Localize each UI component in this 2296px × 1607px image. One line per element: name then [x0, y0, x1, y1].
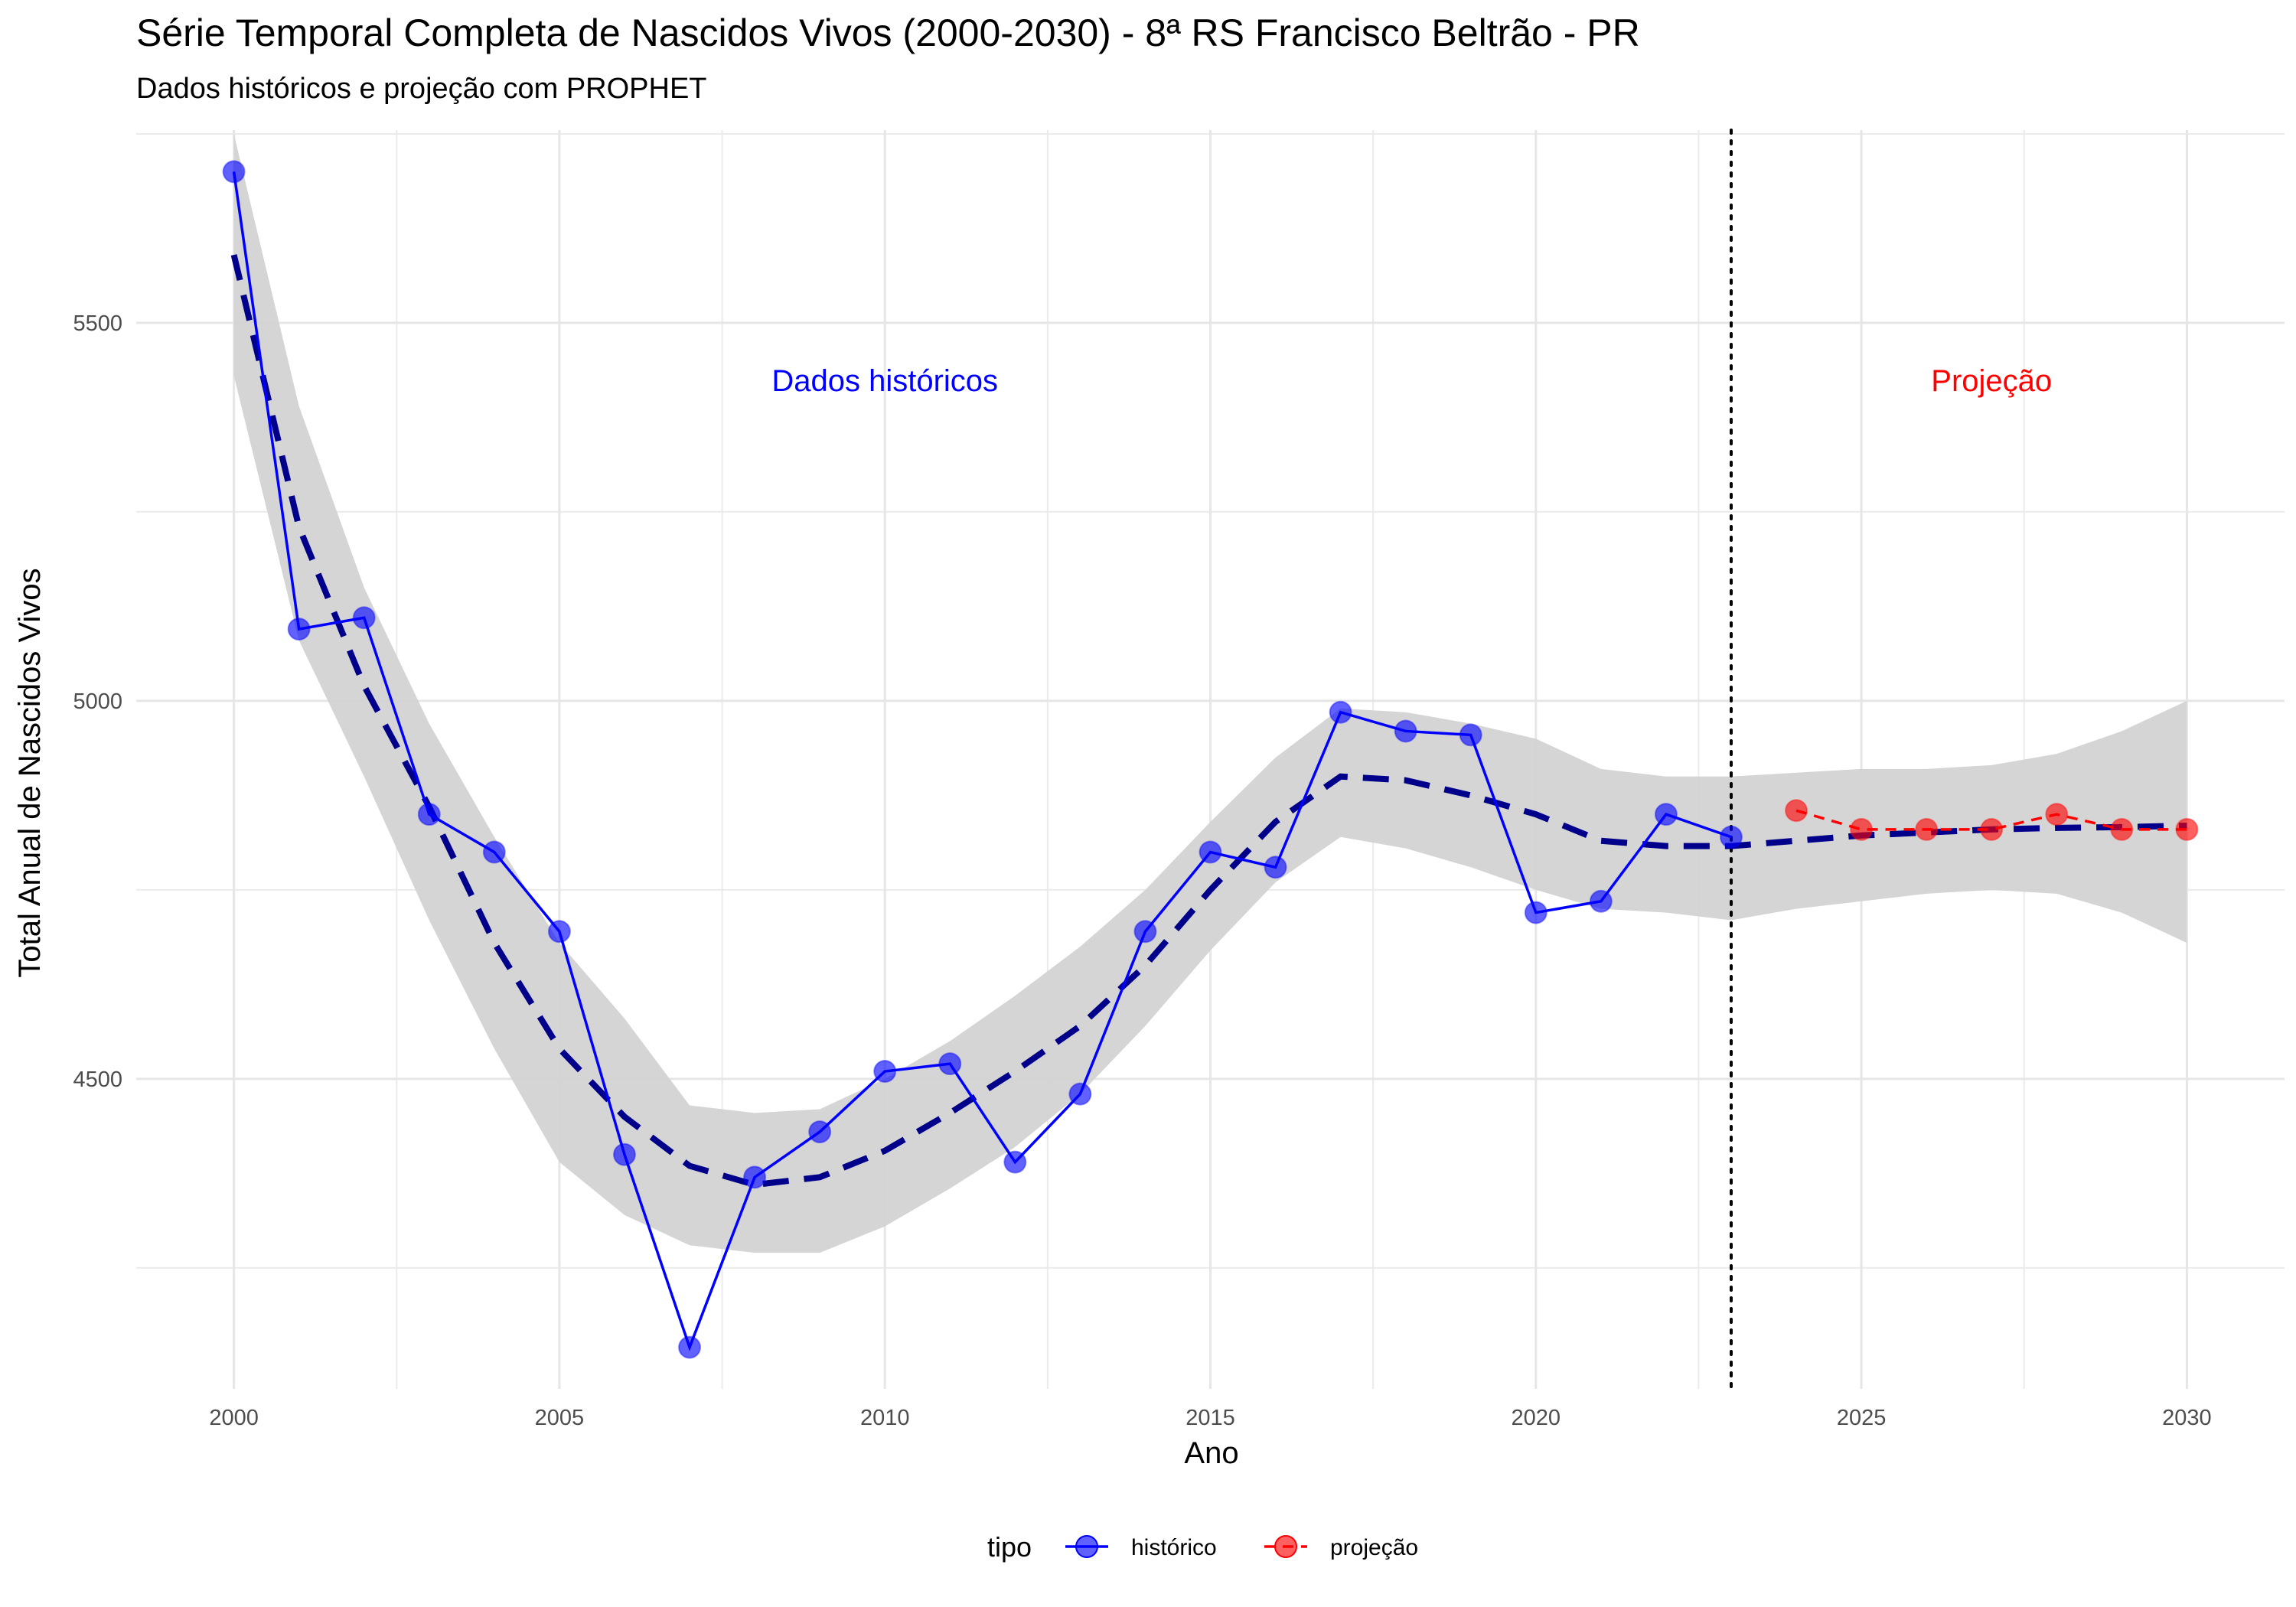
annotation-1: Projeção [1931, 364, 2052, 398]
legend-key-point [1274, 1535, 1297, 1558]
data-point [1329, 700, 1352, 724]
x-tick-label: 2015 [1186, 1406, 1235, 1430]
data-point [1589, 889, 1613, 913]
data-point [612, 1143, 636, 1166]
series-layer [222, 160, 2199, 1359]
data-point [222, 160, 246, 184]
data-point [1199, 840, 1222, 864]
legend: tipo histórico projeção [987, 1531, 1418, 1563]
data-point [352, 606, 376, 630]
data-point [1264, 856, 1287, 879]
legend-item-projecao: projeção [1264, 1535, 1418, 1560]
data-point [1068, 1082, 1092, 1106]
data-point [1654, 803, 1678, 826]
chart-title: Série Temporal Completa de Nascidos Vivo… [136, 11, 1640, 54]
y-axis-title: Total Anual de Nascidos Vivos [13, 568, 47, 977]
data-point [1524, 901, 1548, 924]
data-point [1459, 723, 1482, 747]
data-point [1980, 817, 2004, 841]
x-tick-label: 2010 [860, 1406, 910, 1430]
x-tick-label: 2020 [1512, 1406, 1561, 1430]
x-tick-label: 2025 [1837, 1406, 1887, 1430]
legend-title: tipo [987, 1531, 1032, 1563]
legend-key-point [1075, 1535, 1098, 1558]
data-point [2175, 817, 2199, 841]
x-axis-ticks: 2000 2005 2010 2015 2020 2025 2030 [209, 1406, 2211, 1430]
chart-subtitle: Dados históricos e projeção com PROPHET [136, 73, 707, 105]
series-line-0 [232, 171, 1732, 1351]
x-axis-title: Ano [1184, 1436, 1238, 1470]
data-point [2045, 803, 2069, 826]
data-point [1785, 799, 1808, 823]
legend-label: histórico [1131, 1535, 1217, 1560]
legend-item-historico: histórico [1065, 1535, 1217, 1560]
x-tick-label: 2005 [535, 1406, 585, 1430]
data-point [2110, 817, 2134, 841]
data-point [873, 1060, 897, 1084]
data-point [678, 1335, 702, 1359]
data-point [808, 1120, 832, 1144]
legend-label: projeção [1330, 1535, 1418, 1560]
data-point [1915, 817, 1939, 841]
data-point [1133, 920, 1157, 944]
data-point [482, 840, 506, 864]
annotation-0: Dados históricos [771, 364, 998, 398]
y-tick-label: 5000 [73, 689, 122, 714]
y-tick-label: 4500 [73, 1068, 122, 1092]
x-tick-label: 2000 [209, 1406, 259, 1430]
y-axis-ticks: 4500 5000 5500 [73, 311, 122, 1092]
data-point [1003, 1150, 1027, 1174]
data-point [547, 920, 571, 944]
data-point [1394, 719, 1417, 743]
data-point [1850, 817, 1874, 841]
data-point [743, 1165, 767, 1189]
grid-major [136, 130, 2285, 1389]
data-point [1719, 825, 1743, 849]
data-point [287, 618, 311, 641]
annotations: Dados históricos Projeção [771, 364, 2052, 398]
data-point [938, 1052, 962, 1076]
x-tick-label: 2030 [2162, 1406, 2212, 1430]
data-point [417, 803, 441, 826]
y-tick-label: 5500 [73, 311, 122, 336]
